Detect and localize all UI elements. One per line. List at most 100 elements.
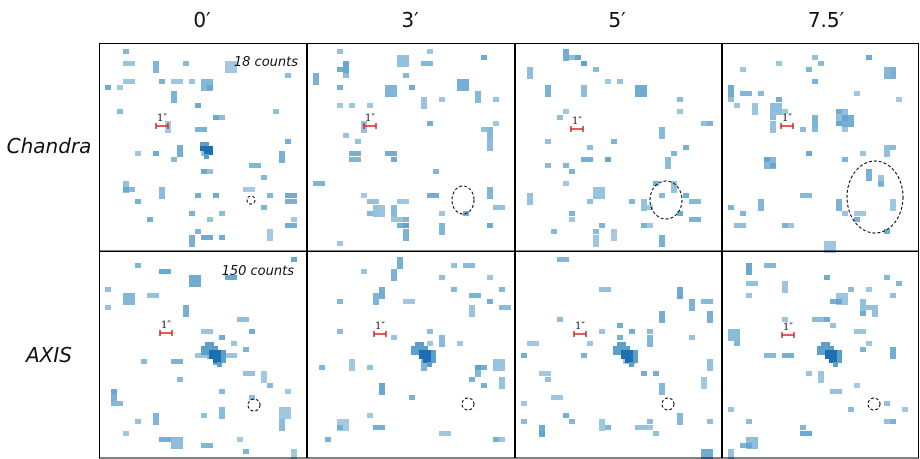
source-pixel (205, 346, 210, 351)
photon-pixel (611, 139, 617, 144)
photon-pixel (545, 85, 551, 97)
source-pixel (625, 350, 630, 355)
photon-pixel (812, 55, 818, 60)
photon-pixel (812, 317, 824, 322)
source-pixel (201, 346, 206, 351)
panel-axis-0: 1″ (105, 257, 297, 459)
source-pixel (415, 346, 420, 351)
photon-pixel (599, 329, 605, 334)
photon-pixel (770, 103, 782, 115)
photon-pixel (469, 293, 481, 298)
scale-bar-label: 1″ (782, 113, 792, 124)
photon-pixel (117, 85, 123, 90)
photon-pixel (261, 175, 267, 180)
photon-pixel (836, 121, 842, 126)
photon-pixel (788, 223, 794, 228)
photon-pixel (563, 163, 569, 168)
scale-bar-label: 1″ (572, 116, 582, 127)
photon-pixel (734, 341, 740, 346)
photon-pixel (105, 305, 111, 310)
photon-pixel (123, 293, 135, 305)
photon-pixel (647, 223, 653, 228)
photon-pixel (487, 299, 493, 304)
photon-pixel (385, 85, 397, 97)
source-pixel (431, 358, 436, 363)
photon-pixel (279, 419, 285, 431)
photon-pixel (337, 103, 343, 108)
source-pixel (419, 354, 424, 359)
scale-bar (159, 330, 173, 336)
source-pixel (217, 362, 222, 367)
photon-pixel (728, 97, 734, 102)
source-pixel (415, 350, 420, 355)
photon-pixel (367, 199, 379, 204)
source-pixel (427, 350, 432, 355)
photon-pixel (806, 151, 812, 156)
photon-pixel (291, 217, 297, 222)
photon-pixel (279, 151, 285, 163)
photon-pixel (641, 199, 647, 211)
photon-pixel (599, 419, 605, 431)
photon-pixel (836, 109, 842, 114)
source-pixel (821, 342, 826, 347)
scale-bar-label: 1″ (575, 321, 585, 332)
source-pixel (829, 354, 834, 359)
photon-pixel (527, 193, 533, 205)
source-pixel (617, 342, 622, 347)
photon-pixel (770, 163, 776, 168)
photon-pixel (758, 91, 764, 96)
photon-pixel (593, 67, 599, 72)
photon-pixel (337, 49, 343, 54)
panel-chandra-1: 1″ (313, 49, 505, 246)
photon-pixel (782, 317, 788, 322)
photon-pixel (213, 115, 219, 120)
psf-ellipse (461, 397, 475, 411)
photon-pixel (806, 67, 812, 72)
photon-pixel (740, 211, 746, 216)
source-pixel (617, 350, 622, 355)
photon-pixel (409, 395, 415, 400)
psf-ellipse (451, 185, 475, 215)
photon-pixel (409, 85, 415, 90)
photon-pixel (707, 311, 713, 323)
photon-pixel (397, 55, 409, 67)
source-pixel (629, 350, 634, 355)
photon-pixel (313, 181, 325, 186)
photon-pixel (683, 145, 689, 150)
photon-pixel (195, 127, 207, 132)
photon-pixel (665, 157, 671, 169)
photon-pixel (782, 281, 788, 293)
photon-pixel (273, 109, 279, 114)
photon-pixel (177, 377, 183, 382)
source-pixel (613, 350, 618, 355)
photon-pixel (635, 85, 647, 97)
photon-pixel (219, 407, 225, 419)
photon-pixel (493, 121, 499, 126)
photon-pixel (746, 419, 752, 424)
source-pixel (208, 150, 213, 155)
photon-pixel (671, 151, 677, 156)
photon-pixel (195, 353, 207, 358)
photon-pixel (147, 293, 159, 298)
photon-pixel (848, 407, 854, 412)
scale-bar-label: 1″ (365, 113, 375, 124)
photon-pixel (812, 79, 818, 84)
photon-pixel (734, 103, 740, 108)
photon-pixel (836, 199, 842, 211)
photon-pixel (439, 97, 445, 102)
photon-pixel (225, 353, 237, 358)
photon-pixel (677, 109, 683, 114)
photon-pixel (231, 341, 237, 346)
source-pixel (217, 358, 222, 363)
photon-pixel (391, 217, 403, 222)
photon-pixel (243, 371, 255, 376)
photon-pixel (213, 193, 219, 198)
photon-pixel (349, 103, 355, 108)
source-pixel (833, 358, 838, 363)
photon-pixel (337, 299, 343, 304)
photon-pixel (153, 151, 159, 156)
photon-pixel (135, 199, 141, 204)
psf-ellipse (649, 180, 683, 220)
source-pixel (829, 350, 834, 355)
photon-pixel (469, 305, 475, 317)
